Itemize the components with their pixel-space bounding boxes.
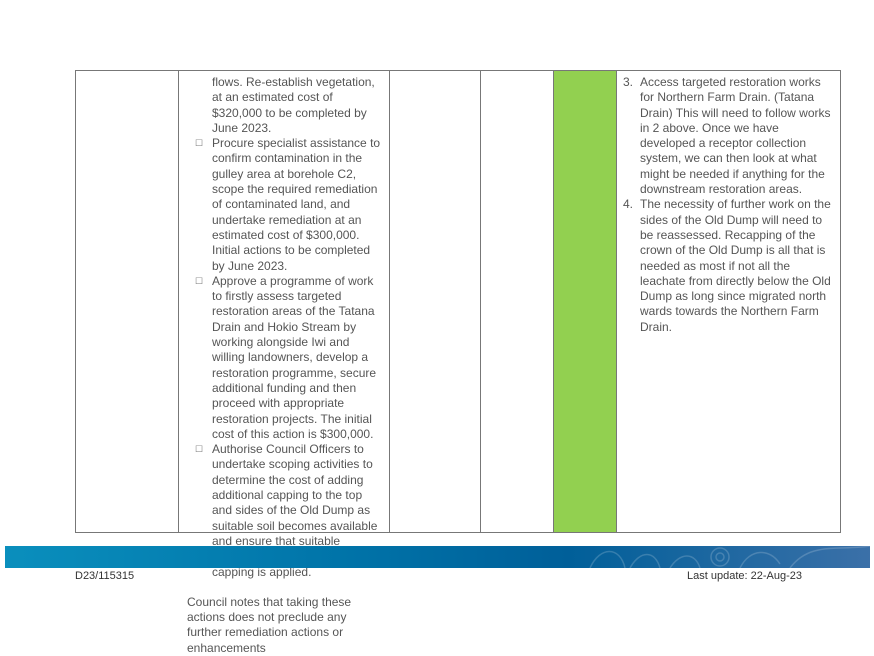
bullet-icon: ☐ xyxy=(195,138,204,149)
bullet-icon: ☐ xyxy=(195,275,204,286)
numbered-item: 4. The necessity of further work on the s… xyxy=(623,197,831,334)
bullet-icon: ☐ xyxy=(195,444,204,455)
document-id: D23/115315 xyxy=(75,570,135,582)
table-cell-actions: flows. Re-establish vegetation, at an es… xyxy=(179,71,390,655)
decorative-pattern-icon xyxy=(589,546,870,568)
status-cell-green xyxy=(554,71,617,532)
bullet-item: ☐ Approve a programme of work to firstly … xyxy=(195,273,377,441)
table-cell-comments: 3. Access targeted restoration works for … xyxy=(617,71,840,532)
bullet-item: ☐ Procure specialist assistance to confir… xyxy=(195,136,381,273)
action-table: flows. Re-establish vegetation, at an es… xyxy=(75,70,841,655)
footer-band xyxy=(5,546,870,568)
continuation-text: flows. Re-establish vegetation, at an es… xyxy=(212,75,375,135)
table-cell-empty-1 xyxy=(76,71,179,532)
last-update: Last update: 22-Aug-23 xyxy=(687,570,802,582)
numbered-item: 3. Access targeted restoration works for … xyxy=(623,75,831,197)
table-cell-empty-3 xyxy=(481,71,554,532)
table-cell-empty-2 xyxy=(390,71,481,532)
council-note: Council notes that taking these actions … xyxy=(187,594,352,655)
